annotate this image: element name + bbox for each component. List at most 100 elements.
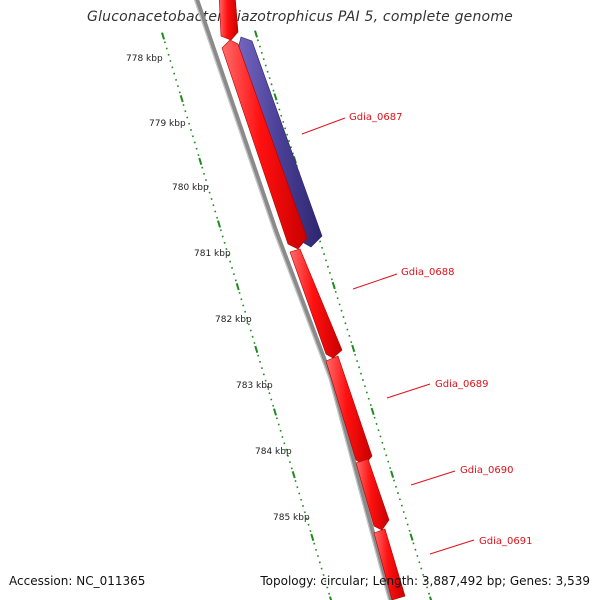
minor-tick bbox=[260, 51, 263, 54]
minor-tick bbox=[203, 172, 206, 175]
label-leader-line bbox=[301, 117, 346, 135]
minor-tick bbox=[354, 353, 357, 356]
gene-label-Gdia_0689[interactable]: Gdia_0689 bbox=[435, 379, 488, 390]
genome-summary-text: Topology: circular; Length: 3,887,492 bp… bbox=[260, 574, 590, 588]
minor-tick bbox=[387, 460, 390, 463]
label-leader-line bbox=[429, 539, 475, 555]
minor-tick bbox=[221, 235, 224, 238]
minor-tick bbox=[294, 479, 297, 482]
minor-tick bbox=[175, 78, 178, 81]
minor-tick bbox=[316, 555, 319, 558]
label-leader-line bbox=[352, 273, 398, 290]
minor-tick bbox=[375, 422, 378, 425]
minor-tick bbox=[334, 290, 337, 293]
gene-label-Gdia_0691[interactable]: Gdia_0691 bbox=[479, 536, 532, 547]
minor-tick bbox=[400, 504, 403, 507]
minor-tick bbox=[253, 342, 256, 345]
major-tick bbox=[390, 470, 395, 478]
minor-tick bbox=[232, 273, 235, 276]
kbp-label: 782 kbp bbox=[215, 315, 252, 325]
minor-tick bbox=[298, 492, 301, 495]
minor-tick bbox=[369, 404, 372, 407]
major-tick bbox=[409, 533, 414, 541]
minor-tick bbox=[266, 385, 269, 388]
minor-tick bbox=[262, 58, 265, 61]
minor-tick bbox=[361, 378, 364, 381]
minor-tick bbox=[326, 586, 329, 589]
genome-backbone-highlight bbox=[194, 0, 390, 600]
minor-tick bbox=[249, 329, 252, 332]
minor-tick bbox=[259, 360, 262, 363]
minor-tick bbox=[260, 367, 263, 370]
minor-tick bbox=[365, 391, 368, 394]
minor-tick bbox=[348, 334, 351, 337]
minor-tick bbox=[282, 121, 285, 124]
gene-Gdia_0690[interactable] bbox=[355, 458, 390, 531]
minor-tick bbox=[165, 47, 168, 50]
minor-tick bbox=[288, 461, 291, 464]
minor-tick bbox=[270, 83, 273, 86]
minor-tick bbox=[216, 216, 219, 219]
major-tick bbox=[254, 345, 259, 353]
gene-Gdia_0688[interactable] bbox=[289, 248, 343, 359]
minor-tick bbox=[383, 448, 386, 451]
kbp-label: 783 kbp bbox=[236, 381, 273, 391]
minor-tick bbox=[169, 60, 172, 63]
minor-tick bbox=[225, 248, 228, 251]
minor-tick bbox=[326, 265, 329, 268]
minor-tick bbox=[277, 423, 280, 426]
minor-tick bbox=[204, 179, 207, 182]
minor-tick bbox=[266, 70, 269, 73]
minor-tick bbox=[323, 253, 326, 256]
minor-tick bbox=[389, 466, 392, 469]
minor-tick bbox=[303, 511, 306, 514]
minor-tick bbox=[402, 510, 405, 513]
minor-tick bbox=[227, 254, 230, 257]
minor-tick bbox=[424, 580, 427, 583]
major-tick bbox=[273, 93, 278, 101]
minor-tick bbox=[272, 404, 275, 407]
kbp-label: 778 kbp bbox=[126, 54, 163, 64]
gene-label-Gdia_0688[interactable]: Gdia_0688 bbox=[401, 267, 454, 278]
gene-upstream-partial[interactable] bbox=[218, 0, 239, 41]
minor-tick bbox=[193, 141, 196, 144]
minor-tick bbox=[171, 66, 174, 69]
minor-tick bbox=[418, 561, 421, 564]
minor-tick bbox=[328, 592, 331, 595]
minor-tick bbox=[406, 523, 409, 526]
minor-tick bbox=[247, 323, 250, 326]
gene-label-Gdia_0687[interactable]: Gdia_0687 bbox=[349, 112, 402, 123]
minor-tick bbox=[176, 85, 179, 88]
minor-tick bbox=[414, 548, 417, 551]
gene-forward-long[interactable] bbox=[221, 39, 308, 250]
minor-tick bbox=[275, 417, 278, 420]
minor-tick bbox=[385, 454, 388, 457]
minor-tick bbox=[379, 435, 382, 438]
major-tick bbox=[217, 220, 221, 228]
minor-tick bbox=[242, 304, 245, 307]
minor-tick bbox=[284, 127, 287, 130]
minor-tick bbox=[350, 341, 353, 344]
major-tick bbox=[370, 407, 375, 415]
kbp-label: 784 kbp bbox=[255, 447, 292, 457]
major-tick bbox=[351, 344, 356, 353]
kbp-label: 785 kbp bbox=[273, 513, 310, 523]
minor-tick bbox=[186, 116, 189, 119]
minor-tick bbox=[163, 41, 166, 44]
minor-tick bbox=[291, 152, 294, 155]
minor-tick bbox=[244, 310, 247, 313]
minor-tick bbox=[219, 229, 222, 232]
minor-tick bbox=[280, 114, 283, 117]
minor-tick bbox=[404, 517, 407, 520]
gene-Gdia_0691[interactable] bbox=[373, 528, 406, 600]
minor-tick bbox=[231, 266, 234, 269]
gene-label-Gdia_0690[interactable]: Gdia_0690 bbox=[460, 465, 513, 476]
minor-tick bbox=[309, 530, 312, 533]
minor-tick bbox=[358, 366, 361, 369]
minor-tick bbox=[256, 39, 259, 42]
minor-tick bbox=[422, 573, 425, 576]
major-tick bbox=[291, 471, 296, 479]
minor-tick bbox=[270, 398, 273, 401]
accession-text: Accession: NC_011365 bbox=[9, 574, 146, 588]
